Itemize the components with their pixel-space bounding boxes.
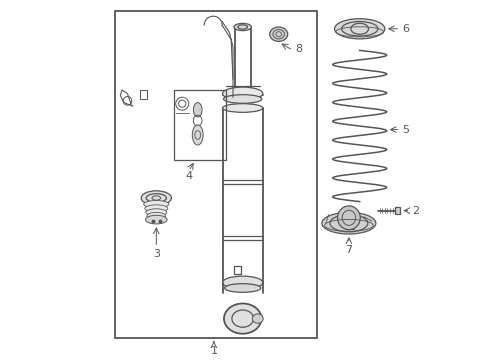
Ellipse shape	[252, 314, 263, 323]
Ellipse shape	[234, 23, 251, 31]
Text: 6: 6	[401, 24, 408, 34]
Bar	[233, 266, 240, 274]
Ellipse shape	[141, 191, 171, 205]
Ellipse shape	[143, 201, 168, 208]
Ellipse shape	[222, 276, 263, 289]
Bar	[394, 207, 400, 214]
Ellipse shape	[145, 215, 167, 224]
Text: 1: 1	[210, 346, 217, 356]
Ellipse shape	[223, 95, 261, 103]
Ellipse shape	[193, 103, 202, 117]
Text: 2: 2	[411, 206, 418, 216]
Text: 5: 5	[401, 125, 408, 135]
Text: 7: 7	[345, 245, 352, 255]
Ellipse shape	[145, 209, 166, 216]
Bar	[115, 11, 316, 338]
Ellipse shape	[337, 206, 360, 230]
Ellipse shape	[269, 27, 287, 41]
Ellipse shape	[222, 87, 263, 100]
Text: 4: 4	[185, 171, 192, 181]
Ellipse shape	[222, 104, 263, 112]
Ellipse shape	[224, 284, 260, 292]
Bar	[140, 90, 147, 99]
Ellipse shape	[192, 125, 203, 145]
Text: 3: 3	[152, 249, 160, 259]
Ellipse shape	[334, 19, 384, 39]
Ellipse shape	[321, 212, 375, 234]
Ellipse shape	[224, 303, 261, 334]
Bar	[174, 90, 226, 160]
Text: 8: 8	[294, 44, 302, 54]
Ellipse shape	[146, 212, 165, 220]
Ellipse shape	[144, 205, 167, 212]
